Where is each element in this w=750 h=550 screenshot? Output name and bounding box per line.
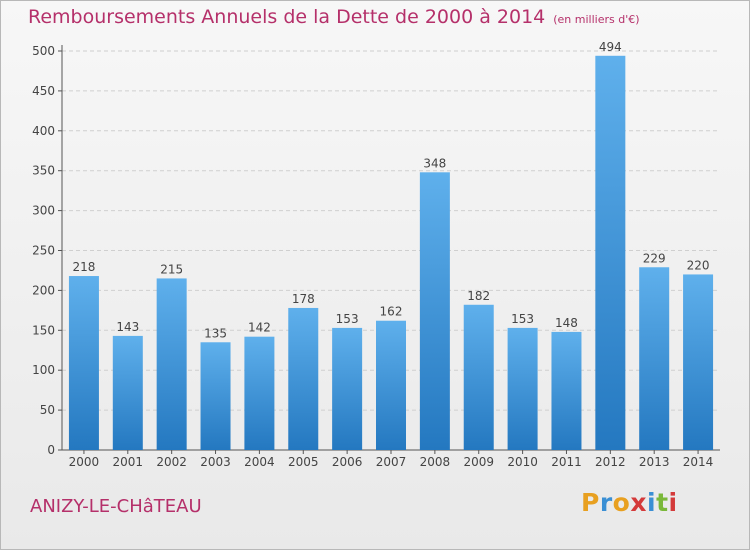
- y-tick-label: 300: [32, 204, 55, 218]
- bar-2012: [595, 55, 626, 451]
- logo-letter: o: [612, 488, 631, 517]
- x-tick-label-2004: 2004: [244, 455, 275, 469]
- logo-letter: i: [647, 488, 657, 517]
- x-tick-label-2002: 2002: [156, 455, 187, 469]
- y-tick-label: 500: [32, 44, 55, 58]
- data-label-2008: 348: [423, 156, 446, 170]
- y-tick-label: 250: [32, 244, 55, 258]
- y-tick-label: 400: [32, 124, 55, 138]
- logo-letter: i: [668, 488, 678, 517]
- data-label-2012: 494: [599, 40, 622, 54]
- bar-2003: [200, 342, 231, 450]
- y-tick-label: 150: [32, 323, 55, 337]
- bar-2000: [68, 276, 99, 450]
- logo-letter: t: [656, 488, 669, 517]
- y-tick-label: 450: [32, 84, 55, 98]
- x-tick-label-2006: 2006: [332, 455, 363, 469]
- y-tick-label: 200: [32, 283, 55, 297]
- logo-letter: x: [630, 488, 647, 517]
- bar-2013: [639, 267, 670, 450]
- data-label-2011: 148: [555, 316, 578, 330]
- data-label-2003: 135: [204, 326, 227, 340]
- data-label-2010: 153: [511, 312, 534, 326]
- x-tick-label-2005: 2005: [288, 455, 319, 469]
- bar-2009: [463, 304, 494, 450]
- x-tick-label-2007: 2007: [376, 455, 407, 469]
- chart-subtitle: (en milliers d'€): [553, 13, 640, 26]
- data-label-2009: 182: [467, 289, 490, 303]
- x-tick-label-2008: 2008: [420, 455, 451, 469]
- data-label-2004: 142: [248, 321, 271, 335]
- x-tick-label-2000: 2000: [69, 455, 100, 469]
- bar-2014: [683, 274, 714, 450]
- x-tick-label-2009: 2009: [463, 455, 494, 469]
- logo-letter: P: [581, 488, 600, 517]
- proxiti-logo: Proxiti: [581, 488, 678, 517]
- bar-2007: [376, 320, 406, 450]
- x-tick-label-2010: 2010: [507, 455, 538, 469]
- logo-letter: r: [599, 488, 613, 517]
- commune-name: ANIZY-LE-CHâTEAU: [30, 496, 202, 517]
- bar-2008: [419, 172, 450, 450]
- y-tick-label: 0: [47, 443, 55, 457]
- bar-2010: [507, 327, 538, 450]
- bar-2005: [288, 307, 319, 450]
- data-label-2014: 220: [687, 258, 710, 272]
- x-tick-label-2011: 2011: [551, 455, 582, 469]
- x-tick-label-2013: 2013: [639, 455, 670, 469]
- y-tick-label: 350: [32, 164, 55, 178]
- data-label-2013: 229: [643, 251, 666, 265]
- data-label-2002: 215: [160, 262, 183, 276]
- x-tick-label-2014: 2014: [683, 455, 714, 469]
- bar-2004: [244, 336, 275, 450]
- data-label-2007: 162: [380, 305, 403, 319]
- data-label-2006: 153: [336, 312, 359, 326]
- bar-2011: [551, 331, 582, 450]
- data-label-2001: 143: [116, 320, 139, 334]
- y-tick-label: 50: [40, 403, 55, 417]
- y-tick-label: 100: [32, 363, 55, 377]
- data-label-2000: 218: [72, 260, 95, 274]
- x-tick-label-2012: 2012: [595, 455, 626, 469]
- x-tick-label-2001: 2001: [113, 455, 144, 469]
- data-label-2005: 178: [292, 292, 315, 306]
- bar-2006: [332, 327, 363, 450]
- x-tick-label-2003: 2003: [200, 455, 231, 469]
- bar-2001: [112, 335, 143, 450]
- bar-2002: [156, 278, 187, 450]
- chart-title: Remboursements Annuels de la Dette de 20…: [28, 6, 640, 28]
